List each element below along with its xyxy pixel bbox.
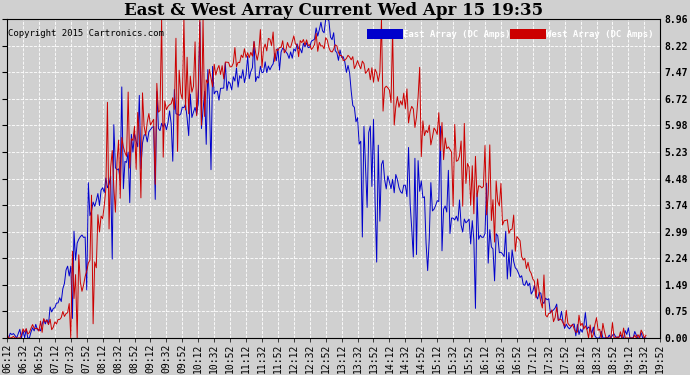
Text: Copyright 2015 Cartronics.com: Copyright 2015 Cartronics.com xyxy=(8,29,164,38)
Title: East & West Array Current Wed Apr 15 19:35: East & West Array Current Wed Apr 15 19:… xyxy=(124,2,543,19)
Legend: East Array (DC Amps), West Array (DC Amps): East Array (DC Amps), West Array (DC Amp… xyxy=(365,27,656,40)
